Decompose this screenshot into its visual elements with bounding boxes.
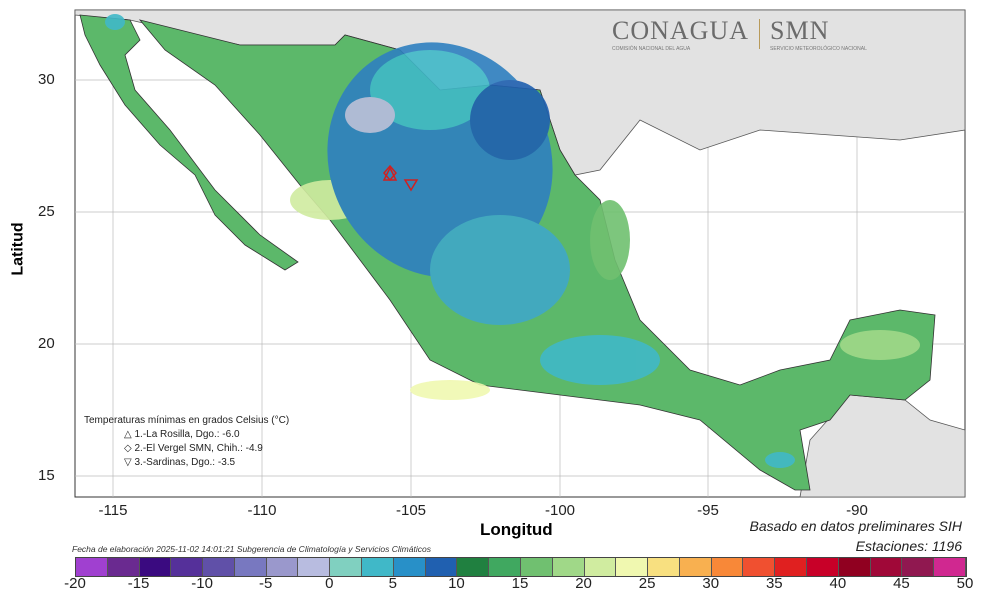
colorbar-label: 40 (829, 575, 847, 592)
x-tick: -95 (697, 502, 719, 519)
colorbar (75, 557, 967, 577)
colorbar-swatch (203, 558, 235, 576)
colorbar-swatch (584, 558, 617, 576)
colorbar-swatch (806, 558, 839, 576)
colorbar-swatch (648, 558, 680, 576)
colorbar-swatch (552, 558, 585, 576)
colorbar-label: -5 (259, 575, 273, 592)
colorbar-swatch (775, 558, 807, 576)
colorbar-swatch (298, 558, 331, 576)
y-tick: 20 (38, 335, 55, 352)
colorbar-label: 0 (325, 575, 334, 592)
colorbar-label: 25 (638, 575, 656, 592)
colorbar-swatch (393, 558, 426, 576)
colorbar-swatch (934, 558, 966, 576)
logo-divider (759, 19, 760, 49)
colorbar-swatch (902, 558, 935, 576)
colorbar-swatch (362, 558, 394, 576)
colorbar-swatch (489, 558, 521, 576)
temperature-contours (105, 14, 920, 468)
y-tick: 30 (38, 71, 55, 88)
colorbar-label: 20 (575, 575, 592, 592)
colorbar-label: 50 (956, 575, 974, 592)
smn-logo: SMN SERVICIO METEOROLÓGICO NACIONAL (770, 16, 867, 52)
colorbar-swatch (457, 558, 490, 576)
colorbar-swatch (139, 558, 172, 576)
y-axis-label: Latitud (9, 222, 27, 276)
colorbar-label: -10 (191, 575, 213, 592)
x-tick: -100 (544, 502, 576, 519)
station-count: Estaciones: 1196 (855, 538, 962, 554)
colorbar-label: -15 (127, 575, 150, 592)
colorbar-swatch (76, 558, 108, 576)
colorbar-label: 35 (765, 575, 783, 592)
colorbar-label: 30 (702, 575, 720, 592)
conagua-logo: CONAGUA COMISIÓN NACIONAL DEL AGUA (612, 16, 749, 52)
colorbar-swatch (870, 558, 903, 576)
station-markers (382, 164, 419, 192)
colorbar-label: 15 (511, 575, 529, 592)
y-tick: 15 (38, 467, 55, 484)
legend-title: Temperaturas mínimas en grados Celsius (… (84, 415, 290, 426)
legend-item: ◇ 2.-El Vergel SMN, Chih.: -4.9 (124, 443, 263, 454)
colorbar-label: -20 (64, 575, 86, 592)
creation-date: Fecha de elaboración 2025-11-02 14:01:21… (72, 544, 431, 554)
colorbar-swatch (711, 558, 744, 576)
y-tick: 25 (38, 203, 55, 220)
x-tick: -90 (846, 502, 868, 519)
colorbar-swatch (171, 558, 204, 576)
x-tick: -115 (98, 502, 128, 519)
colorbar-swatch (679, 558, 712, 576)
colorbar-swatch (266, 558, 299, 576)
x-tick: -110 (247, 502, 277, 519)
colorbar-swatch (743, 558, 776, 576)
central-america-land (799, 394, 966, 498)
colorbar-label: 10 (448, 575, 465, 592)
colorbar-swatch (838, 558, 871, 576)
station-legend: Temperaturas mínimas en grados Celsius (… (84, 414, 289, 470)
colorbar-swatch (107, 558, 140, 576)
colorbar-label: 45 (893, 575, 910, 592)
x-axis-label: Longitud (480, 520, 553, 539)
colorbar-swatch (520, 558, 553, 576)
colorbar-swatch (616, 558, 649, 576)
colorbar-swatch (330, 558, 363, 576)
colorbar-label: 5 (388, 575, 398, 592)
baja-california (79, 14, 299, 271)
colorbar-swatch (425, 558, 458, 576)
colorbar-swatch (234, 558, 267, 576)
logos: CONAGUA COMISIÓN NACIONAL DEL AGUA SMN S… (612, 16, 867, 52)
legend-item: △ 1.-La Rosilla, Dgo.: -6.0 (124, 429, 240, 440)
data-source-note: Basado en datos preliminares SIH (749, 518, 962, 534)
legend-item: ▽ 3.-Sardinas, Dgo.: -3.5 (124, 457, 236, 468)
x-tick: -105 (395, 502, 427, 519)
